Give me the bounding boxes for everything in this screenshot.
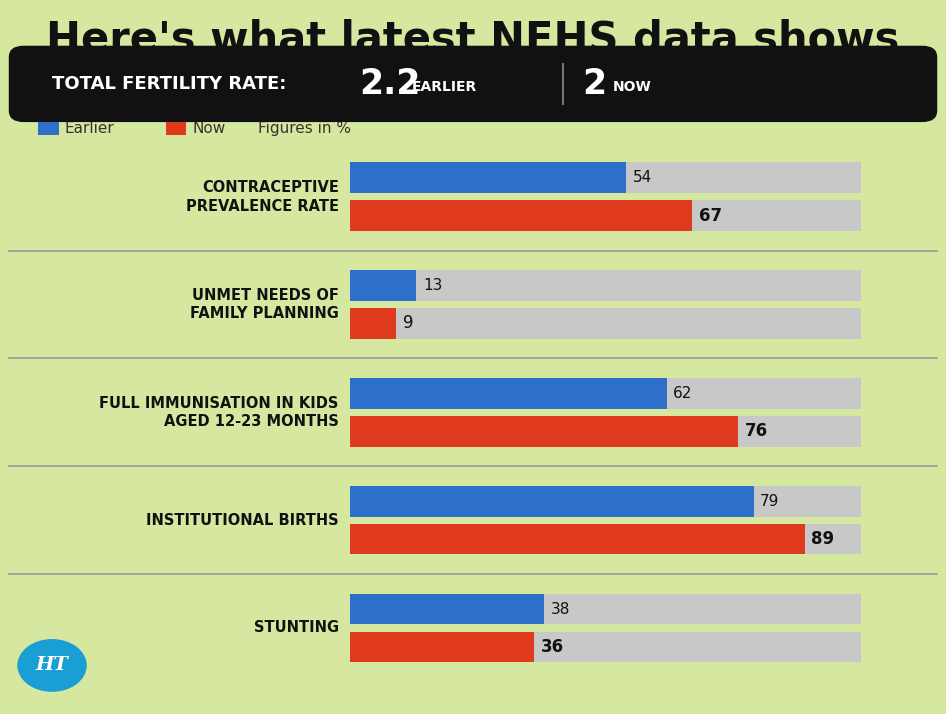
Text: 76: 76 [745,422,768,441]
Text: TOTAL FERTILITY RATE:: TOTAL FERTILITY RATE: [52,75,287,93]
FancyBboxPatch shape [350,270,416,301]
FancyBboxPatch shape [350,416,738,447]
Text: EARLIER: EARLIER [412,81,477,94]
FancyBboxPatch shape [350,162,626,193]
FancyBboxPatch shape [350,378,861,408]
FancyBboxPatch shape [350,416,861,447]
Text: STUNTING: STUNTING [254,620,339,635]
FancyBboxPatch shape [350,593,544,624]
FancyBboxPatch shape [166,122,186,135]
FancyBboxPatch shape [350,523,805,554]
FancyBboxPatch shape [350,378,667,408]
FancyBboxPatch shape [350,593,861,624]
FancyBboxPatch shape [350,200,861,231]
FancyBboxPatch shape [350,486,861,516]
FancyBboxPatch shape [350,523,861,554]
Text: 13: 13 [423,278,443,293]
FancyBboxPatch shape [38,122,59,135]
Text: Figures in %: Figures in % [258,121,351,136]
FancyBboxPatch shape [350,308,396,338]
Text: Earlier: Earlier [64,121,114,136]
Circle shape [18,640,86,691]
Text: Here's what latest NFHS data shows: Here's what latest NFHS data shows [46,19,900,60]
Text: 79: 79 [761,493,780,509]
FancyBboxPatch shape [350,631,861,663]
FancyBboxPatch shape [350,200,692,231]
Text: UNMET NEEDS OF
FAMILY PLANNING: UNMET NEEDS OF FAMILY PLANNING [190,288,339,321]
Text: FULL IMMUNISATION IN KIDS
AGED 12-23 MONTHS: FULL IMMUNISATION IN KIDS AGED 12-23 MON… [99,396,339,429]
Text: CONTRACEPTIVE
PREVALENCE RATE: CONTRACEPTIVE PREVALENCE RATE [185,180,339,213]
FancyBboxPatch shape [350,486,754,516]
Text: NOW: NOW [613,81,652,94]
Text: HT: HT [36,656,68,675]
Text: 54: 54 [633,170,652,186]
Text: 62: 62 [674,386,692,401]
Text: 67: 67 [699,206,722,225]
Text: Now: Now [192,121,225,136]
Text: 38: 38 [551,601,570,617]
FancyBboxPatch shape [350,631,534,663]
Text: 89: 89 [812,530,834,548]
Text: 2: 2 [582,67,606,101]
Text: 9: 9 [403,314,413,333]
FancyBboxPatch shape [350,308,861,338]
FancyBboxPatch shape [9,46,937,121]
Text: 36: 36 [540,638,564,656]
Text: 2.2: 2.2 [359,67,421,101]
FancyBboxPatch shape [350,162,861,193]
Text: INSTITUTIONAL BIRTHS: INSTITUTIONAL BIRTHS [146,513,339,528]
FancyBboxPatch shape [350,270,861,301]
